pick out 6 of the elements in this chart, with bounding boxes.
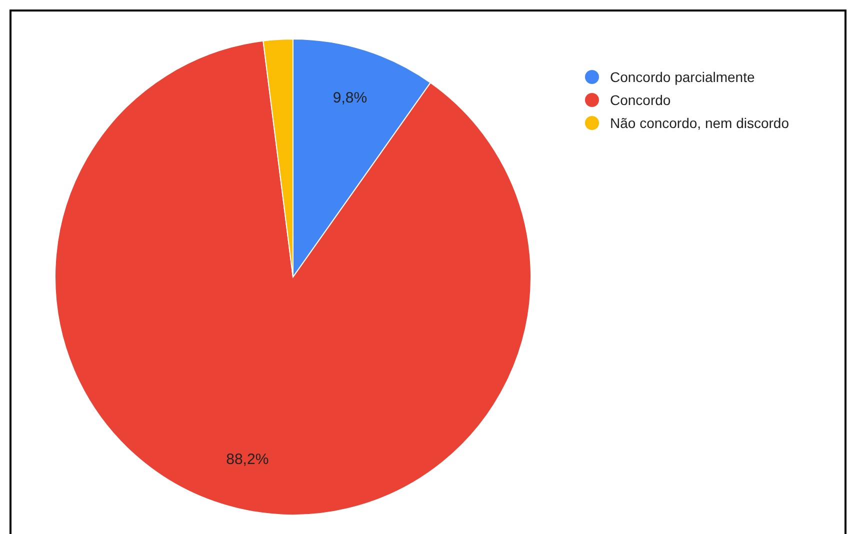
data-label: 9,8% [332,89,368,106]
pie-slice [54,40,532,516]
legend-label: Concordo [610,92,671,108]
data-label: 88,2% [226,450,269,468]
legend-label: Concordo parcialmente [610,69,755,85]
legend-label: Não concordo, nem discordo [610,115,790,131]
